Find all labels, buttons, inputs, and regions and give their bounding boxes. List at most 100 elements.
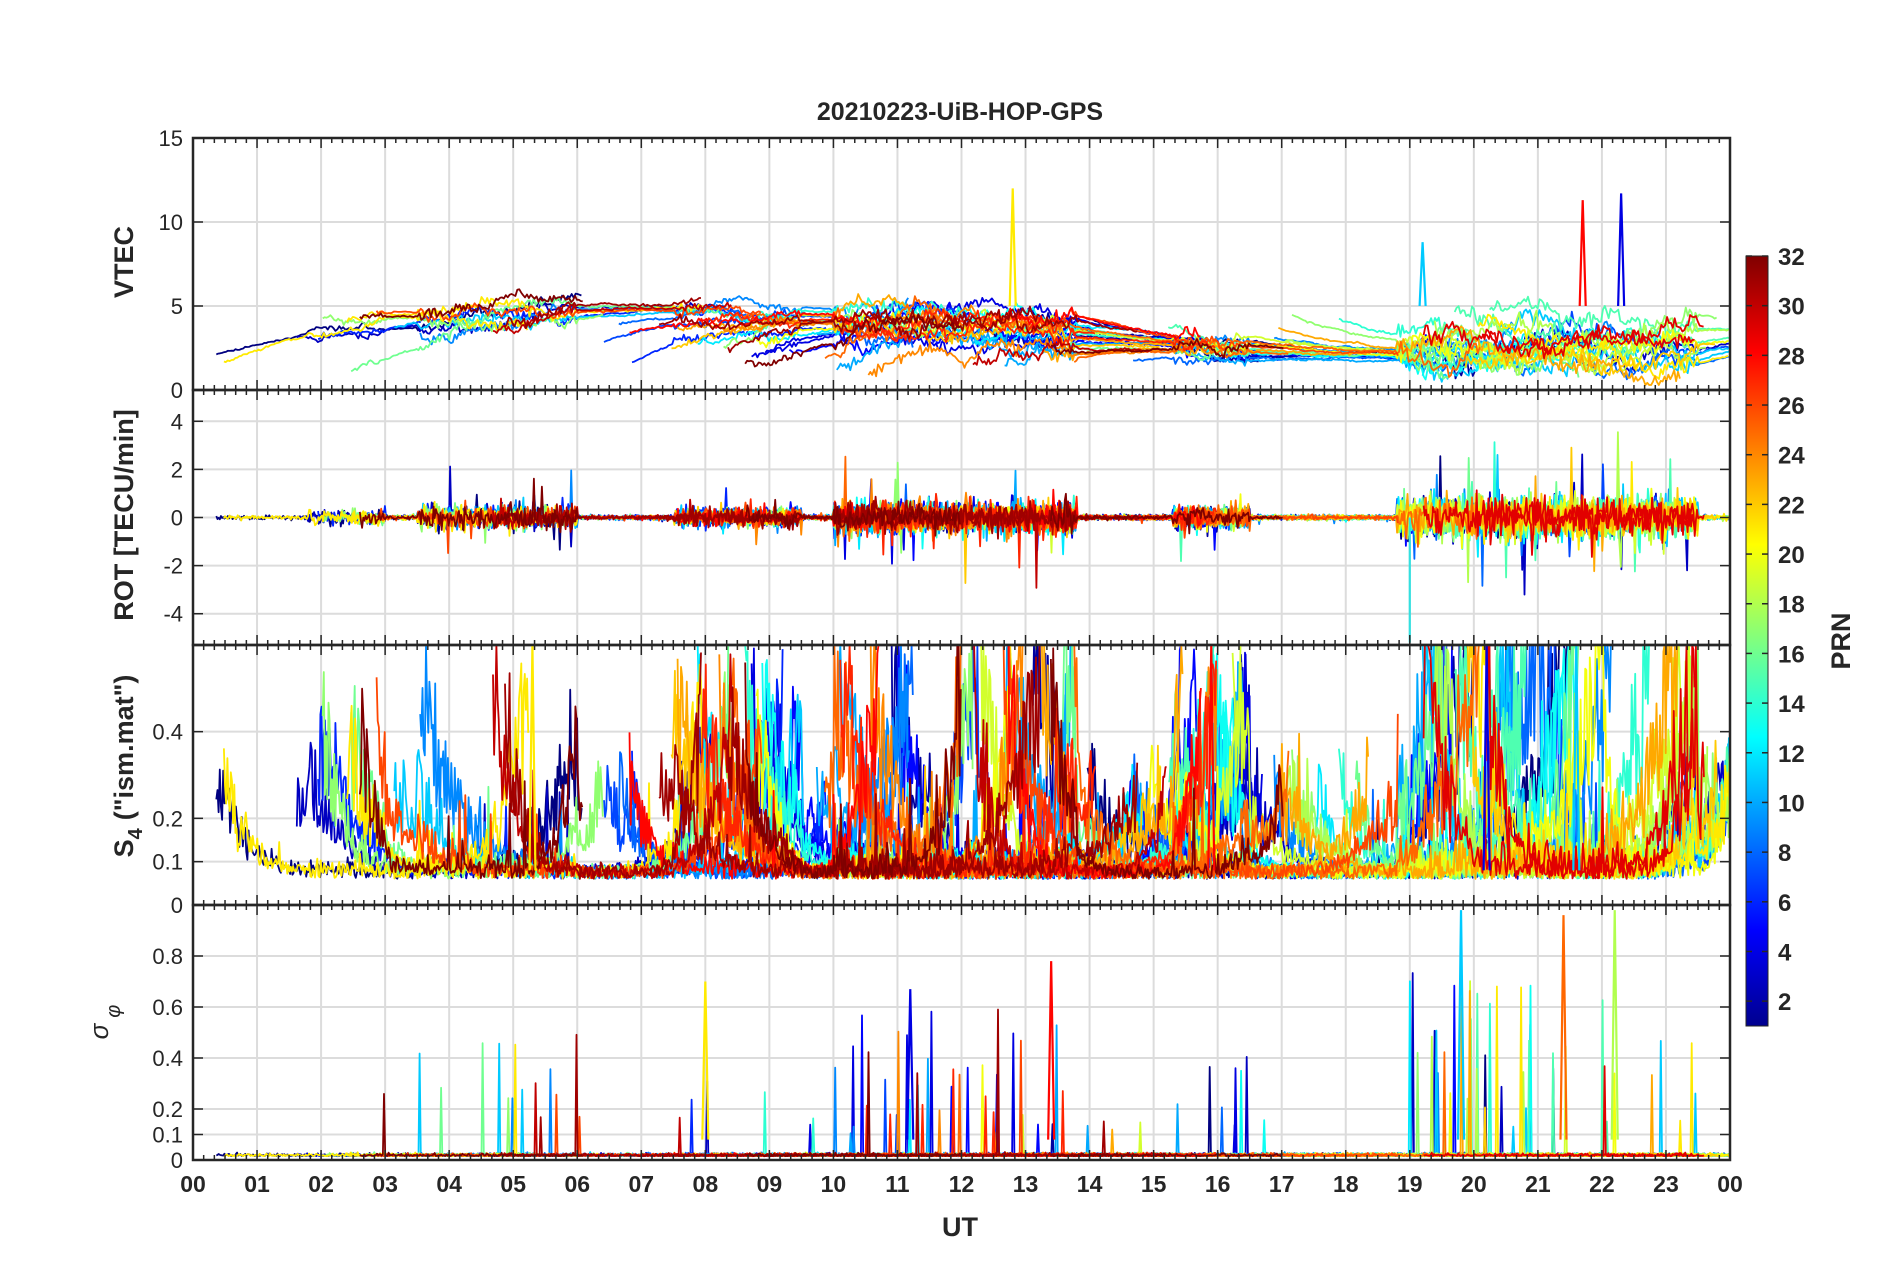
x-tick-label: 07 xyxy=(628,1171,654,1197)
x-tick-label: 00 xyxy=(1717,1171,1743,1197)
series-line-prn-29 xyxy=(1481,314,1704,360)
peak-mark xyxy=(1456,910,1466,1140)
colorbar-tick-label: 30 xyxy=(1778,294,1805,321)
x-tick-label: 21 xyxy=(1525,1171,1551,1197)
ylabel-sigma-phi: σφ xyxy=(84,1005,125,1040)
x-tick-label: 09 xyxy=(757,1171,783,1197)
y-tick-label: 5 xyxy=(171,294,183,319)
ylabel-sigma-main: σ xyxy=(84,1022,114,1039)
series-line-prn-21 xyxy=(223,310,529,364)
series-line-prn-31 xyxy=(727,686,1139,880)
series-group-sigma_phi xyxy=(215,910,1730,1158)
series-line-prn-32 xyxy=(1050,338,1284,359)
colorbar-tick-label: 28 xyxy=(1778,343,1805,370)
y-tick-label: -4 xyxy=(163,602,183,627)
series-line-prn-32 xyxy=(358,477,583,534)
series-line-prn-32 xyxy=(1050,647,1284,880)
peak-mark xyxy=(701,981,710,1140)
colorbar-tick-label: 32 xyxy=(1778,244,1805,271)
y-tick-label: 0 xyxy=(171,506,183,531)
series-line-prn-21 xyxy=(346,1043,703,1158)
series-line-prn-29 xyxy=(1482,645,1705,880)
peak-mark xyxy=(1617,193,1626,307)
y-tick-label: 0.4 xyxy=(152,720,183,745)
series-line-prn-25 xyxy=(731,295,962,340)
x-tick-label: 00 xyxy=(180,1171,206,1197)
colorbar-tick-label: 24 xyxy=(1778,443,1805,470)
colorbar-tick-label: 26 xyxy=(1778,393,1805,420)
colorbar-tick-label: 16 xyxy=(1778,641,1805,668)
peak-mark xyxy=(528,645,537,871)
series-line-prn-21 xyxy=(223,662,530,880)
series-line-prn-21 xyxy=(1477,313,1729,380)
series-line-prn-32 xyxy=(744,313,961,368)
series-line-prn-31 xyxy=(658,645,1041,880)
peak-mark xyxy=(1418,242,1427,307)
x-tick-label: 08 xyxy=(693,1171,719,1197)
series-line-prn-32 xyxy=(744,1051,962,1158)
x-tick-label: 15 xyxy=(1141,1171,1167,1197)
x-tick-label: 19 xyxy=(1397,1171,1423,1197)
series-group-rot xyxy=(215,431,1730,643)
series-line-prn-29 xyxy=(1481,493,1705,543)
y-tick-label: 0 xyxy=(171,1148,183,1173)
series-group-s4 xyxy=(215,645,1730,880)
series-line-prn-31 xyxy=(658,305,1040,332)
y-tick-label: 0.6 xyxy=(152,995,183,1020)
series-line-prn-22 xyxy=(1464,341,1716,377)
series-line-prn-32 xyxy=(745,498,961,537)
colorbar-tick-label: 18 xyxy=(1778,592,1805,619)
series-line-prn-30 xyxy=(492,1082,732,1158)
peak-mark xyxy=(1610,910,1619,1140)
x-tick-label: 16 xyxy=(1205,1171,1231,1197)
series-line-prn-32 xyxy=(359,288,583,321)
series-line-prn-31 xyxy=(504,297,701,329)
x-tick-label: 06 xyxy=(564,1171,590,1197)
x-tick-label: 20 xyxy=(1461,1171,1487,1197)
colorbar-tick-label: 10 xyxy=(1778,790,1805,817)
x-tick-label: 18 xyxy=(1333,1171,1359,1197)
x-tick-label: 03 xyxy=(372,1171,398,1197)
series-line-prn-17 xyxy=(322,313,604,333)
series-line-prn-30 xyxy=(492,645,733,880)
colorbar-tick-label: 20 xyxy=(1778,542,1805,569)
ylabel-rot: ROT [TECU/min] xyxy=(109,409,139,620)
chart-title: 20210223-UiB-HOP-GPS xyxy=(817,98,1103,126)
y-tick-label: 15 xyxy=(159,126,183,151)
series-line-prn-17 xyxy=(322,1097,603,1158)
peak-mark xyxy=(1207,645,1216,871)
x-tick-label: 14 xyxy=(1077,1171,1103,1197)
colorbar-tick-label: 12 xyxy=(1778,741,1805,768)
series-line-prn-30 xyxy=(973,645,1167,880)
series-line-prn-32 xyxy=(1050,492,1284,535)
series-line-prn-11 xyxy=(393,1042,806,1158)
series-line-prn-31 xyxy=(504,502,702,533)
series-line-prn-14 xyxy=(744,1091,1217,1158)
x-tick-label: 01 xyxy=(244,1171,270,1197)
x-tick-label: 12 xyxy=(949,1171,975,1197)
peak-mark xyxy=(1572,645,1581,871)
y-tick-label: 0.1 xyxy=(152,850,183,875)
x-tick-label: 04 xyxy=(436,1171,462,1197)
ylabel-vtec: VTEC xyxy=(109,226,139,298)
series-line-prn-29 xyxy=(1422,489,1696,558)
x-tick-label: 10 xyxy=(821,1171,847,1197)
series-line-prn-29 xyxy=(1482,1152,1705,1158)
x-tick-label: 23 xyxy=(1653,1171,1679,1197)
x-tick-label: 22 xyxy=(1589,1171,1615,1197)
y-tick-label: 0 xyxy=(171,893,183,918)
y-tick-label: 4 xyxy=(171,409,183,434)
series-line-prn-16 xyxy=(1062,487,1452,537)
colorbar-tick-label: 6 xyxy=(1778,890,1791,917)
series-line-prn-31 xyxy=(727,495,1138,536)
y-tick-label: 10 xyxy=(159,210,183,235)
colorbar-tick-label: 22 xyxy=(1778,492,1805,519)
colorbar-tick-label: 8 xyxy=(1778,840,1791,867)
x-tick-label: 13 xyxy=(1013,1171,1039,1197)
ylabel-s4-main: S xyxy=(109,839,139,857)
y-tick-label: 0.2 xyxy=(152,806,183,831)
y-tick-label: 0.2 xyxy=(152,1097,183,1122)
